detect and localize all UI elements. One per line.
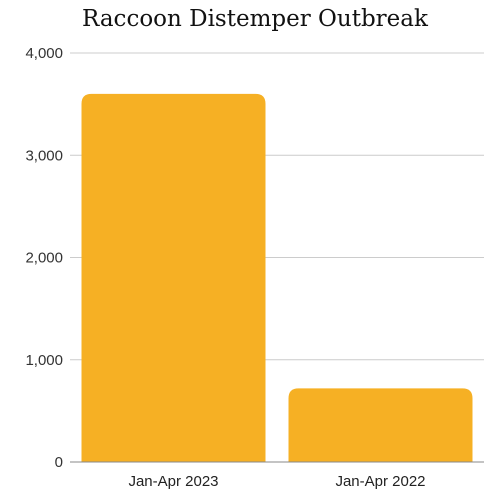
y-tick-label: 1,000 — [25, 352, 63, 369]
y-tick-labels: 0 1,000 2,000 3,000 4,000 — [25, 45, 63, 471]
x-tick-labels: Jan-Apr 2023 Jan-Apr 2022 — [128, 473, 425, 490]
x-tick-label: Jan-Apr 2023 — [128, 473, 218, 490]
y-tick-label: 2,000 — [25, 250, 63, 267]
chart-title: Raccoon Distemper Outbreak — [82, 6, 428, 32]
bar — [288, 388, 473, 462]
bars — [81, 93, 473, 463]
y-tick-label: 3,000 — [25, 147, 63, 164]
x-tick-label: Jan-Apr 2022 — [335, 473, 425, 490]
y-tick-label: 0 — [55, 454, 63, 471]
y-tick-label: 4,000 — [25, 45, 63, 62]
bar — [81, 93, 266, 463]
